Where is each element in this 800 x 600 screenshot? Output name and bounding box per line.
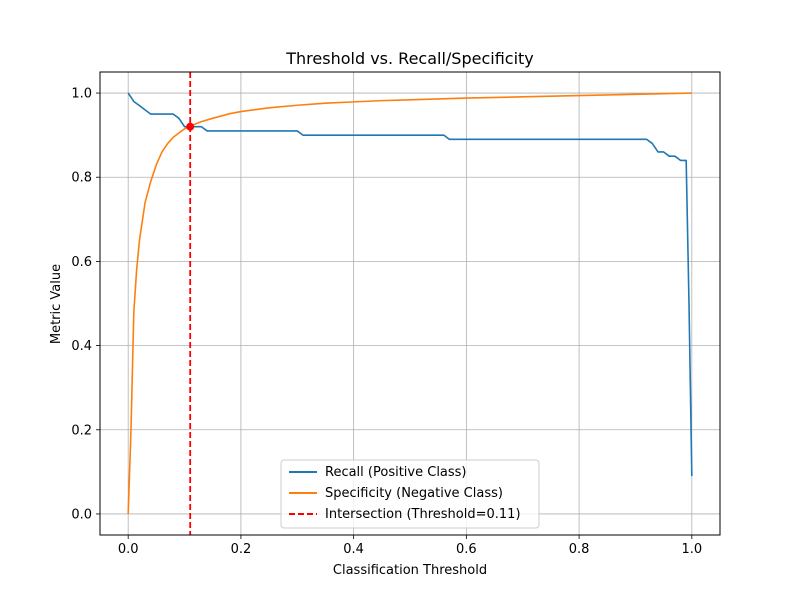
x-tick-label: 0.0: [118, 542, 139, 557]
x-axis-label: Classification Threshold: [333, 563, 487, 578]
chart-title: Threshold vs. Recall/Specificity: [285, 49, 534, 68]
series-layer: [127, 72, 693, 535]
x-tick-label: 0.8: [569, 542, 590, 557]
plot-area: [100, 72, 720, 535]
x-tick-label: 0.4: [343, 542, 364, 557]
axis-ticks: 0.0 0.2 0.4 0.6 0.8 1.0 0.0 0.2 0.4 0.6 0.8 1.0: [71, 87, 702, 557]
legend: Recall (Positive Class) Specificity (Neg…: [280, 459, 540, 529]
x-tick-label: 0.2: [231, 542, 252, 557]
y-tick-label: 0.4: [71, 339, 92, 354]
y-tick-label: 0.0: [71, 507, 92, 522]
y-tick-label: 0.6: [71, 255, 92, 270]
legend-label-recall: Recall (Positive Class): [325, 465, 467, 480]
legend-box: [280, 459, 540, 529]
y-axis-label: Metric Value: [49, 264, 64, 344]
y-tick-label: 0.2: [71, 423, 92, 438]
plot-frame: [99, 71, 721, 536]
y-tick-label: 0.8: [71, 171, 92, 186]
y-tick-label: 1.0: [71, 87, 92, 102]
intersection-point: [186, 122, 195, 131]
legend-label-intersection: Intersection (Threshold=0.11): [325, 507, 521, 522]
specificity-line: [127, 92, 692, 514]
legend-label-specificity: Specificity (Negative Class): [325, 486, 503, 501]
x-tick-label: 1.0: [681, 542, 702, 557]
x-tick-label: 0.6: [456, 542, 477, 557]
recall-line: [127, 92, 693, 477]
